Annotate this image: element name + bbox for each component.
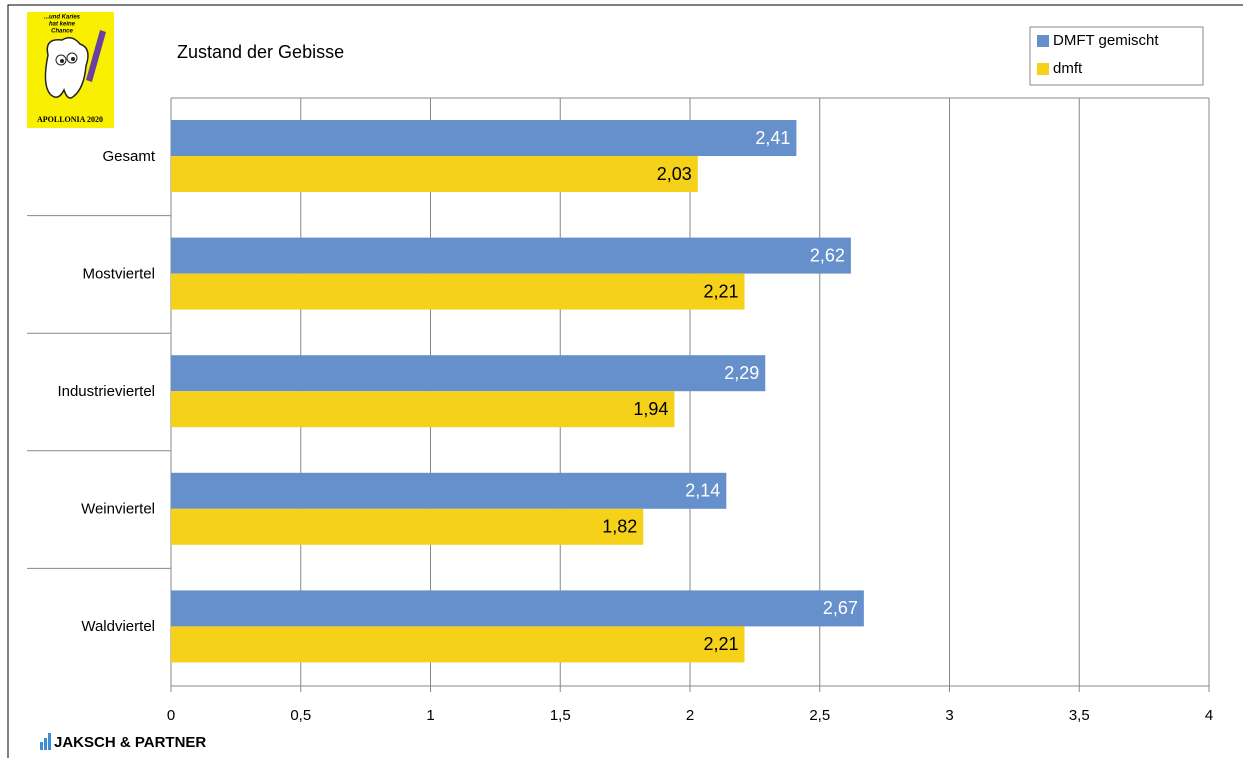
logo-text: hat keine bbox=[49, 22, 76, 28]
value-label: 2,14 bbox=[685, 481, 720, 501]
bar bbox=[171, 391, 675, 428]
logo-text: ...und Karies bbox=[44, 15, 81, 21]
x-tick-label: 1 bbox=[426, 707, 434, 724]
footer-icon-bar bbox=[40, 742, 43, 750]
bar bbox=[171, 120, 797, 156]
frame bbox=[7, 4, 1243, 758]
logo-pupil bbox=[71, 57, 75, 61]
value-label: 2,21 bbox=[703, 281, 738, 301]
logo: ...und Karies hat keine Chance APOLLONIA… bbox=[27, 12, 114, 128]
y-tick-label: Weinviertel bbox=[81, 501, 155, 518]
logo-brush bbox=[86, 30, 106, 82]
y-tick-label: Gesamt bbox=[102, 148, 155, 165]
x-tick-label: 0 bbox=[167, 707, 175, 724]
bar bbox=[171, 237, 851, 274]
bar bbox=[171, 355, 766, 392]
logo-caption: APOLLONIA 2020 bbox=[37, 115, 103, 124]
x-tick-label: 3,5 bbox=[1069, 707, 1090, 724]
y-tick-label: Mostviertel bbox=[82, 265, 155, 282]
value-label: 2,41 bbox=[755, 128, 790, 148]
y-tick-label: Waldviertel bbox=[81, 618, 155, 635]
value-label: 2,62 bbox=[810, 245, 845, 265]
y-tick-label: Industrieviertel bbox=[57, 383, 155, 400]
x-tick-label: 2,5 bbox=[809, 707, 830, 724]
value-label: 2,29 bbox=[724, 363, 759, 383]
legend-swatch bbox=[1037, 35, 1049, 47]
legend-label: DMFT gemischt bbox=[1053, 32, 1159, 49]
x-tick-label: 1,5 bbox=[550, 707, 571, 724]
logo-tooth bbox=[44, 37, 89, 99]
chart-title: Zustand der Gebisse bbox=[177, 42, 344, 62]
bar bbox=[171, 472, 727, 509]
x-tick-label: 4 bbox=[1205, 707, 1213, 724]
bar bbox=[171, 273, 745, 310]
x-tick-label: 0,5 bbox=[290, 707, 311, 724]
value-label: 1,82 bbox=[602, 517, 637, 537]
footer-brand: JAKSCH & PARTNER bbox=[54, 734, 206, 751]
bar bbox=[171, 156, 698, 192]
legend-swatch bbox=[1037, 63, 1049, 75]
footer-icon-bar bbox=[44, 738, 47, 750]
bar bbox=[171, 590, 864, 627]
value-label: 2,03 bbox=[657, 164, 692, 184]
value-label: 2,21 bbox=[703, 634, 738, 654]
x-tick-label: 2 bbox=[686, 707, 694, 724]
bar bbox=[171, 626, 745, 663]
value-label: 1,94 bbox=[633, 399, 668, 419]
footer-icon-bar bbox=[48, 733, 51, 750]
legend-box bbox=[1029, 26, 1204, 86]
bar bbox=[171, 508, 644, 545]
footer-logo: JAKSCH & PARTNER bbox=[40, 733, 206, 751]
logo-text: Chance bbox=[51, 29, 73, 35]
logo-pupil bbox=[60, 59, 64, 63]
x-tick-label: 3 bbox=[945, 707, 953, 724]
value-label: 2,67 bbox=[823, 598, 858, 618]
legend-label: dmft bbox=[1053, 60, 1083, 77]
